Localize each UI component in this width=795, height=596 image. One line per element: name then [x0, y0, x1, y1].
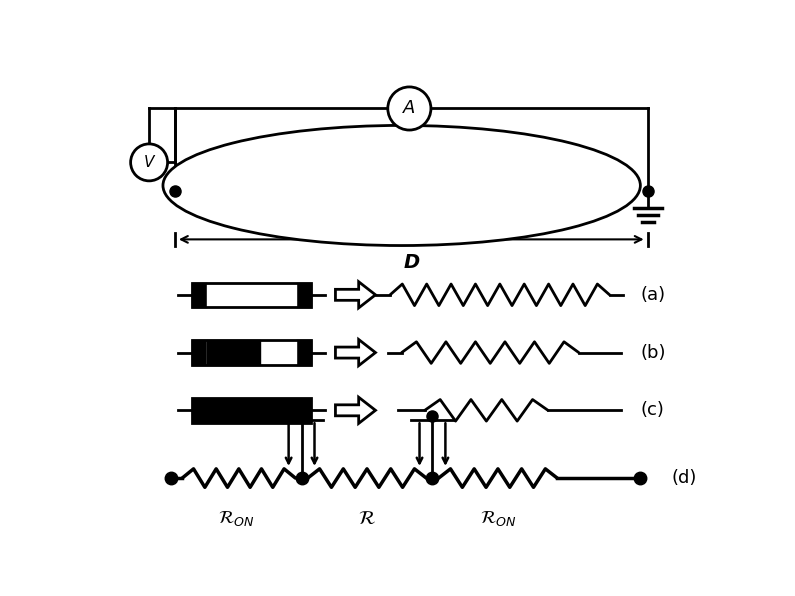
Polygon shape [335, 340, 375, 366]
Circle shape [130, 144, 168, 181]
Text: (c): (c) [640, 401, 665, 420]
Text: (b): (b) [640, 343, 666, 362]
Bar [297, 283, 311, 307]
Bar [192, 283, 207, 307]
Bar [192, 398, 311, 423]
Text: $\mathcal{R}$: $\mathcal{R}$ [358, 509, 376, 528]
Ellipse shape [163, 125, 640, 246]
Bar [192, 283, 311, 307]
Text: A: A [403, 100, 416, 117]
Bar [207, 283, 297, 307]
Bar [297, 340, 311, 365]
Text: (d): (d) [671, 469, 696, 487]
Text: $\mathcal{R}_{ON}$: $\mathcal{R}_{ON}$ [479, 509, 516, 528]
Text: $\mathcal{R}_{ON}$: $\mathcal{R}_{ON}$ [218, 509, 254, 528]
Text: (a): (a) [640, 286, 665, 304]
Bar [207, 340, 261, 365]
Bar [207, 340, 297, 365]
Text: V: V [144, 155, 154, 170]
Bar [192, 340, 311, 365]
Bar [192, 340, 207, 365]
Polygon shape [335, 282, 375, 308]
Circle shape [388, 87, 431, 130]
Polygon shape [335, 397, 375, 423]
Text: D: D [403, 253, 420, 272]
